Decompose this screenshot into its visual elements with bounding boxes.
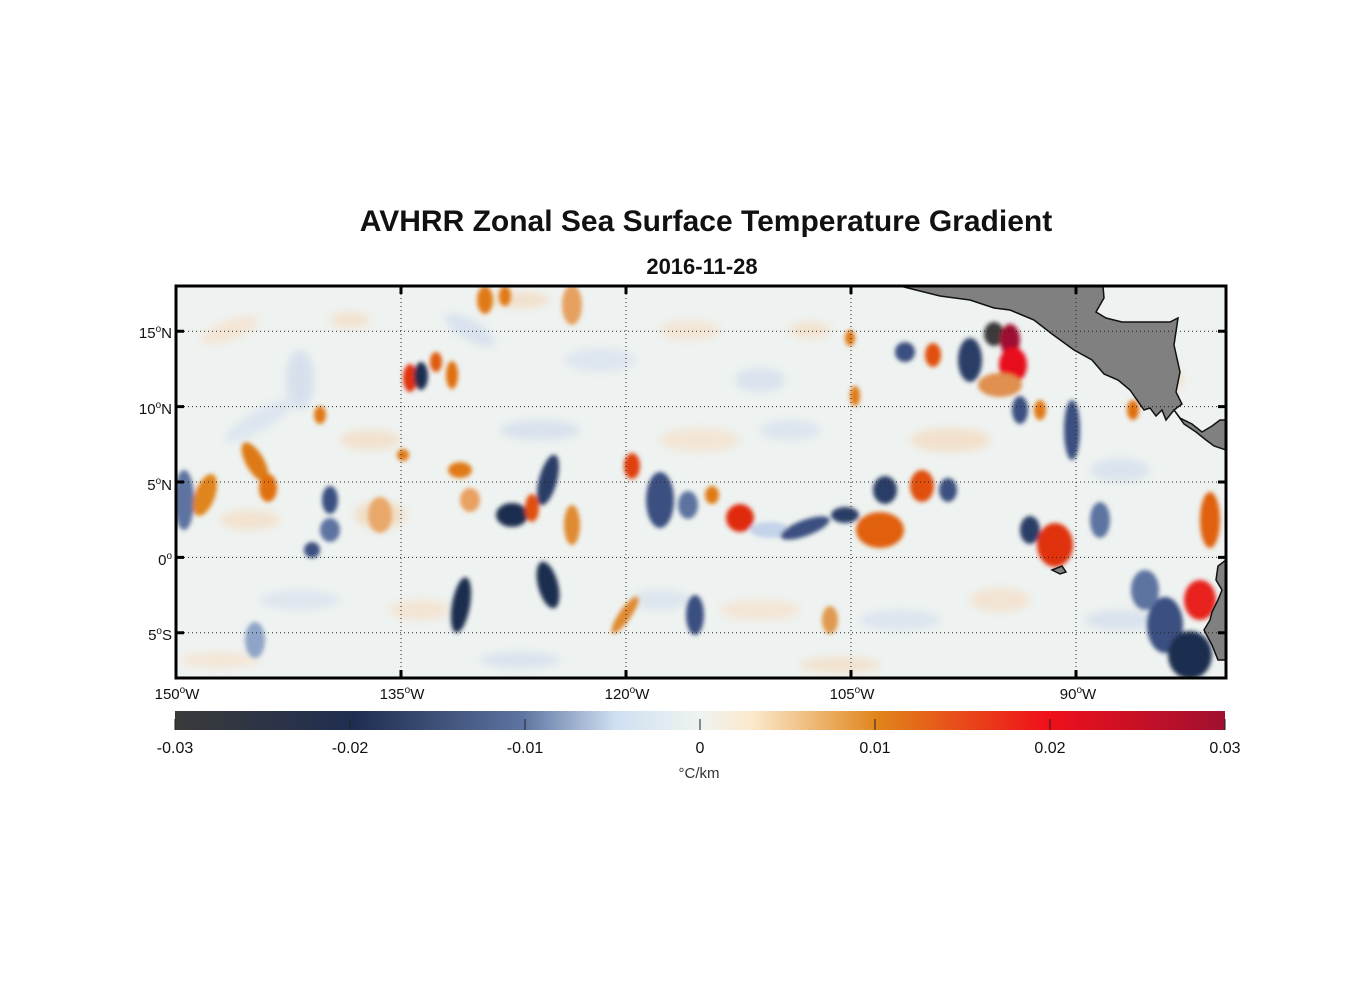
background-texture <box>180 292 1184 673</box>
central-america-landmass <box>899 286 1183 422</box>
lat-label-5s: 5oS <box>148 626 172 644</box>
colorbar-tick-label: -0.01 <box>506 740 544 757</box>
chart-title: AVHRR Zonal Sea Surface Temperature Grad… <box>359 205 1053 238</box>
lon-label-105w: 105oW <box>829 685 875 703</box>
colorbar-tick-label: -0.03 <box>156 740 194 757</box>
lon-label-150w: 150oW <box>154 685 200 703</box>
colorbar-tick-label: 0.02 <box>1034 740 1066 757</box>
colorbar-tick-label: -0.02 <box>331 740 369 757</box>
lon-label-135w: 135oW <box>379 685 425 703</box>
gradient-features <box>176 286 1220 678</box>
gradient-field <box>176 286 1226 678</box>
chart-date: 2016-11-28 <box>646 254 758 279</box>
colorbar-ticks <box>174 719 1226 730</box>
colorbar-units: °C/km <box>678 765 720 782</box>
map-frame <box>174 284 1228 680</box>
colorbar-tick-label: 0.01 <box>859 740 891 757</box>
lat-label-10n: 10oN <box>138 400 172 418</box>
south-america-landmass <box>1203 559 1226 661</box>
colorbar-tick-label: 0.03 <box>1209 740 1241 757</box>
lat-label-15n: 15oN <box>138 324 172 342</box>
galapagos-islands <box>1050 565 1068 575</box>
lon-label-90w: 90oW <box>1059 685 1097 703</box>
lat-label-0: 0o <box>158 551 172 569</box>
lon-label-120w: 120oW <box>604 685 650 703</box>
colorbar-tick-label: 0 <box>695 740 705 757</box>
lat-label-5n: 5oN <box>147 476 172 494</box>
panama-landmass <box>1173 409 1226 451</box>
